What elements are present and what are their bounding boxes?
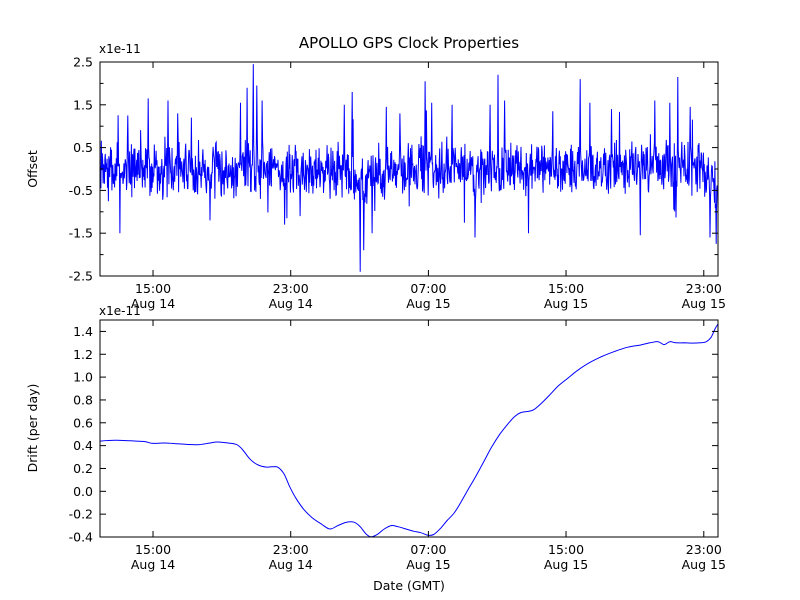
- x-tick-label-date: Aug 15: [544, 296, 588, 311]
- y-tick-label: 0.2: [73, 461, 93, 476]
- drift-series-line: [100, 323, 718, 537]
- x-tick-label-time: 23:00: [686, 281, 722, 296]
- x-tick-label-date: Aug 14: [269, 296, 313, 311]
- y-tick-label: -0.2: [69, 507, 93, 522]
- x-tick-label-time: 23:00: [273, 281, 309, 296]
- x-tick-label-time: 07:00: [410, 281, 446, 296]
- x-tick-label-date: Aug 15: [406, 296, 450, 311]
- y-tick-label: 2.5: [73, 55, 93, 70]
- y-tick-label: 0.4: [73, 438, 93, 453]
- offset-series-line: [100, 64, 718, 272]
- x-tick-label-date: Aug 15: [682, 296, 726, 311]
- y-tick-label: 0.8: [73, 392, 93, 407]
- xaxis-label: Date (GMT): [373, 578, 445, 593]
- x-tick-label-time: 15:00: [135, 542, 171, 557]
- x-tick-label-date: Aug 14: [131, 557, 175, 572]
- x-tick-label-date: Aug 14: [131, 296, 175, 311]
- x-tick-label-date: Aug 15: [544, 557, 588, 572]
- x-tick-label-time: 15:00: [548, 542, 584, 557]
- offset-axis-scale-label: x1e-11: [99, 42, 141, 56]
- x-tick-label-date: Aug 15: [682, 557, 726, 572]
- offset-ylabel: Offset: [25, 150, 40, 188]
- y-tick-label: -0.4: [69, 530, 93, 545]
- drift-ylabel: Drift (per day): [25, 384, 40, 473]
- x-tick-label-time: 23:00: [686, 542, 722, 557]
- y-tick-label: -0.5: [69, 183, 93, 198]
- x-tick-label-time: 23:00: [273, 542, 309, 557]
- y-tick-label: 1.4: [73, 324, 93, 339]
- x-tick-label-time: 07:00: [410, 542, 446, 557]
- y-tick-label: 0.5: [73, 140, 93, 155]
- plot-title: APOLLO GPS Clock Properties: [299, 34, 519, 52]
- y-tick-label: 0.6: [73, 415, 93, 430]
- x-tick-label-date: Aug 15: [406, 557, 450, 572]
- y-tick-label: 1.5: [73, 97, 93, 112]
- x-tick-label-date: Aug 14: [269, 557, 313, 572]
- x-tick-label-time: 15:00: [548, 281, 584, 296]
- drift-axis-scale-label: x1e-11: [99, 304, 141, 318]
- y-tick-label: 1.0: [73, 370, 93, 385]
- y-tick-label: 0.0: [73, 484, 93, 499]
- y-tick-label: -1.5: [69, 226, 93, 241]
- y-tick-label: 1.2: [73, 347, 93, 362]
- axes-frame: [99, 319, 719, 538]
- x-tick-label-time: 15:00: [135, 281, 171, 296]
- y-tick-label: -2.5: [69, 269, 93, 284]
